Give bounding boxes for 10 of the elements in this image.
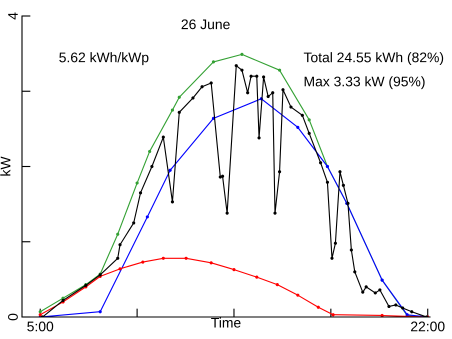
y-tick-label: 4 [8, 12, 18, 20]
chart-title: 26 June [182, 19, 230, 30]
x-axis-title: Time [211, 317, 241, 328]
y-axis-title: kW [0, 156, 10, 176]
x-tick-label: 5:00 [27, 322, 54, 332]
annotation: Max 3.33 kW (95%) [304, 76, 425, 90]
annotation: Total 24.55 kWh (82%) [304, 52, 444, 66]
y-tick-label: 0 [8, 314, 18, 320]
annotation: 5.62 kWh/kWp [59, 52, 148, 66]
x-tick-label: 22:00 [411, 322, 445, 332]
